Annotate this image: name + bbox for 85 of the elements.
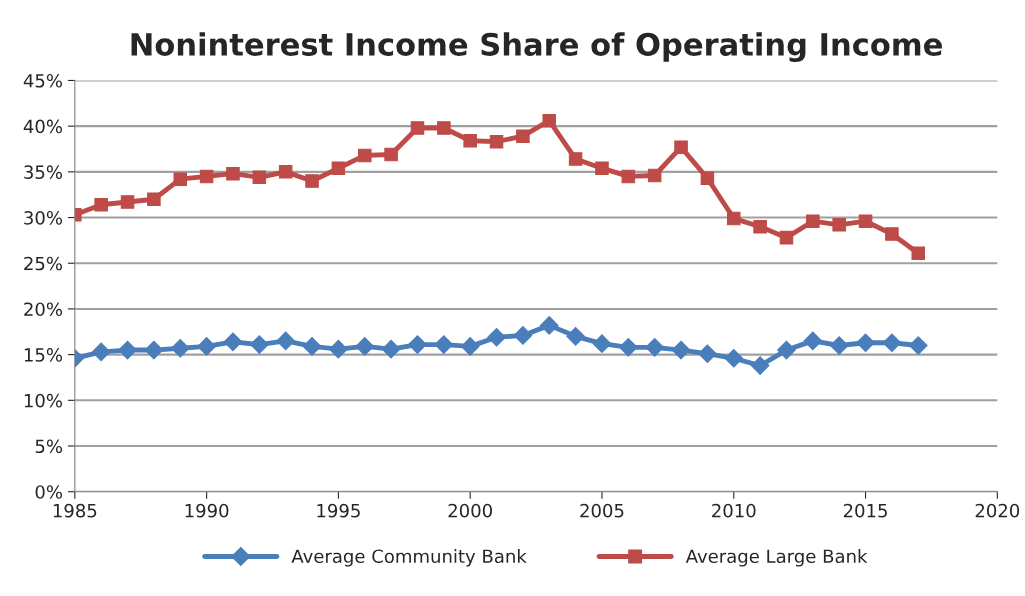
point bbox=[197, 337, 216, 356]
point bbox=[908, 336, 928, 355]
x-tick-label: 1985 bbox=[53, 503, 97, 518]
point bbox=[91, 342, 111, 362]
y-tick-label: 25% bbox=[24, 256, 63, 271]
point bbox=[674, 140, 688, 154]
y-tick-label: 35% bbox=[24, 165, 63, 179]
point bbox=[170, 338, 190, 358]
point bbox=[621, 169, 636, 184]
point bbox=[777, 340, 796, 360]
point bbox=[618, 337, 638, 357]
point bbox=[249, 335, 269, 354]
point bbox=[94, 197, 108, 212]
point bbox=[806, 214, 820, 228]
y-tick-label: 30% bbox=[24, 211, 63, 225]
x-tick-label: 2005 bbox=[580, 503, 624, 518]
point bbox=[829, 336, 849, 355]
y-tick-label: 20% bbox=[24, 302, 63, 317]
point bbox=[803, 331, 823, 351]
x-tick-label: 1995 bbox=[317, 503, 360, 518]
point bbox=[199, 169, 214, 184]
point bbox=[278, 165, 293, 179]
y-tick-label: 40% bbox=[23, 119, 63, 134]
point bbox=[252, 170, 267, 185]
point bbox=[144, 340, 164, 360]
point bbox=[698, 344, 717, 364]
legend-label: Average Large Bank bbox=[685, 549, 868, 567]
point bbox=[595, 161, 609, 175]
point bbox=[539, 316, 559, 335]
point bbox=[118, 340, 137, 360]
x-tick-label: 2020 bbox=[975, 503, 1020, 518]
point bbox=[329, 339, 348, 359]
point bbox=[671, 340, 691, 360]
point bbox=[592, 334, 612, 354]
point bbox=[331, 161, 346, 175]
point bbox=[463, 134, 477, 148]
point bbox=[302, 337, 322, 356]
point bbox=[753, 219, 767, 234]
y-tick-label: 5% bbox=[35, 439, 63, 454]
point bbox=[276, 331, 296, 351]
point bbox=[856, 333, 875, 353]
chart-title: Noninterest Income Share of Operating Income bbox=[131, 32, 942, 63]
point bbox=[305, 174, 319, 188]
point bbox=[726, 211, 741, 226]
point bbox=[911, 246, 926, 260]
point bbox=[566, 326, 585, 346]
point bbox=[489, 134, 504, 149]
point bbox=[700, 171, 715, 186]
point bbox=[645, 337, 665, 357]
y-tick-label: 45% bbox=[23, 73, 63, 88]
point bbox=[147, 192, 161, 207]
point bbox=[434, 335, 454, 354]
x-tick-label: 2015 bbox=[843, 503, 887, 518]
point bbox=[437, 121, 451, 135]
point bbox=[724, 348, 744, 368]
point bbox=[410, 121, 425, 135]
point bbox=[487, 327, 506, 347]
point bbox=[568, 152, 583, 166]
y-tick-label: 10% bbox=[24, 393, 63, 408]
legend-label: Average Community Bank bbox=[291, 549, 527, 567]
point bbox=[882, 333, 902, 353]
point bbox=[173, 172, 188, 186]
point bbox=[384, 147, 398, 162]
y-tick-label: 15% bbox=[24, 348, 63, 362]
point bbox=[223, 332, 243, 352]
y-tick-label: 0% bbox=[35, 485, 63, 499]
point bbox=[408, 335, 427, 354]
x-tick-label: 2010 bbox=[712, 503, 756, 518]
point bbox=[858, 214, 873, 228]
point bbox=[355, 337, 375, 356]
point bbox=[779, 230, 794, 245]
point bbox=[381, 339, 401, 359]
point bbox=[120, 195, 135, 209]
point bbox=[226, 166, 240, 181]
x-tick-label: 2000 bbox=[448, 503, 492, 518]
point bbox=[832, 218, 846, 232]
point bbox=[647, 168, 662, 183]
point bbox=[460, 337, 480, 356]
point bbox=[885, 227, 899, 241]
point bbox=[750, 356, 770, 375]
point bbox=[357, 148, 372, 163]
point bbox=[542, 113, 557, 128]
x-tick-label: 1990 bbox=[185, 503, 229, 518]
point bbox=[513, 326, 533, 345]
point bbox=[516, 129, 530, 143]
